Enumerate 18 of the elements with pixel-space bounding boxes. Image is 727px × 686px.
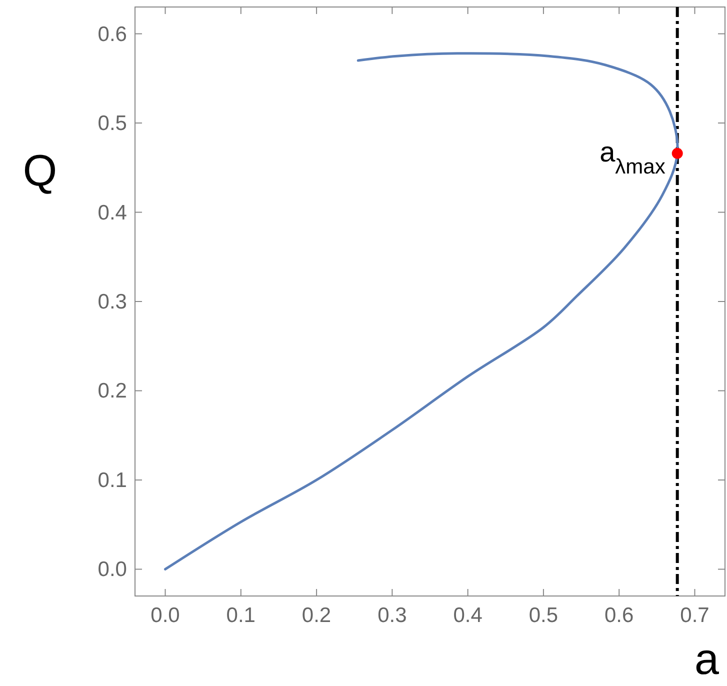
y-tick-label: 0.0 [98,558,127,582]
y-tick-label: 0.3 [98,290,127,314]
y-axis-title: Q [22,146,58,196]
x-tick-label: 0.0 [150,604,180,627]
annotation: a$_{λmax}$ [600,136,666,178]
y-tick-label: 0.4 [98,201,128,224]
x-tick-label: 0.4 [453,604,483,627]
x-tick-label: 0.7 [680,604,710,627]
x-tick-label: 0.5 [528,604,558,627]
x-tick-label: 0.2 [302,604,332,627]
x-axis-title: a [694,635,720,684]
x-tick-label: 0.3 [378,604,407,627]
x-tick-label: 0.1 [226,604,256,627]
y-tick-label: 0.2 [98,380,127,403]
x-tick-label: 0.6 [604,604,634,627]
y-tick-label: 0.6 [98,22,127,46]
y-tick-label: 0.1 [98,468,127,492]
y-tick-label: 0.5 [98,112,127,136]
